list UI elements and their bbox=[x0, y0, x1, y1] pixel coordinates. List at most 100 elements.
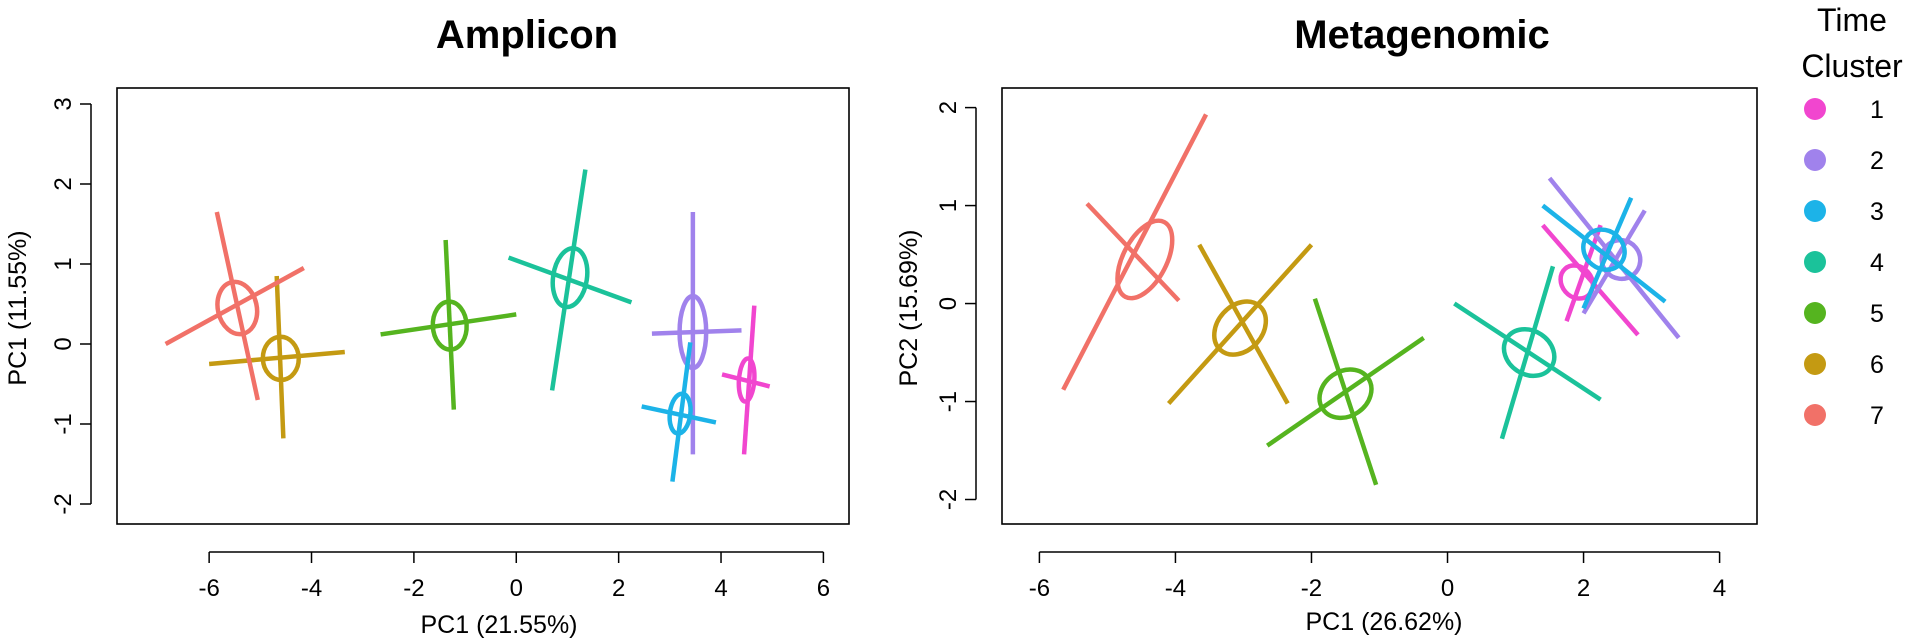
amplicon-y-tick-label: -2 bbox=[50, 493, 77, 514]
amplicon-cluster-3-ellipse bbox=[667, 391, 693, 436]
metagenomic-cluster-6-axis-minor bbox=[1197, 243, 1290, 405]
amplicon-cluster-5 bbox=[380, 239, 517, 410]
metagenomic-panel: Metagenomic -6 -4 -2 0 2 4 -2 -1 0 1 2 PC1 (26.62%… bbox=[895, 13, 1758, 636]
amplicon-cluster-1-axis-minor bbox=[721, 372, 771, 389]
amplicon-cluster-4-axis-minor bbox=[507, 255, 633, 305]
legend: Time Cluster 1 2 3 4 5 6 7 bbox=[1801, 2, 1903, 430]
legend-label: 4 bbox=[1870, 249, 1884, 277]
metagenomic-title: Metagenomic bbox=[1294, 13, 1550, 57]
amplicon-cluster-5-axis-minor bbox=[380, 312, 517, 337]
amplicon-cluster-6 bbox=[208, 275, 345, 439]
legend-item: 5 bbox=[1804, 300, 1884, 328]
metagenomic-y-tick-label: -2 bbox=[935, 489, 962, 510]
metagenomic-y-tick-label: -1 bbox=[935, 391, 962, 412]
metagenomic-cluster-1-axis-minor bbox=[1564, 224, 1603, 322]
metagenomic-x-axis-label: PC1 (26.62%) bbox=[1305, 608, 1462, 636]
amplicon-y-tick-label: 2 bbox=[50, 177, 77, 190]
amplicon-cluster-4 bbox=[507, 169, 633, 391]
metagenomic-cluster-5 bbox=[1265, 297, 1425, 486]
metagenomic-cluster-6 bbox=[1166, 243, 1314, 405]
metagenomic-cluster-7-axis-minor bbox=[1085, 202, 1181, 303]
metagenomic-cluster-4 bbox=[1453, 265, 1602, 440]
metagenomic-x-tick-label: -4 bbox=[1165, 575, 1186, 602]
legend-label: 7 bbox=[1870, 402, 1884, 430]
amplicon-x-axis-label: PC1 (21.55%) bbox=[420, 611, 577, 639]
amplicon-plot-frame bbox=[116, 87, 850, 525]
amplicon-x-tick-label: -2 bbox=[403, 575, 424, 602]
metagenomic-cluster-3 bbox=[1541, 196, 1667, 310]
metagenomic-x-tick-label: -6 bbox=[1029, 575, 1050, 602]
amplicon-cluster-2-ellipse bbox=[677, 293, 709, 371]
metagenomic-y-axis-label: PC2 (15.69%) bbox=[895, 229, 923, 386]
metagenomic-cluster-6-axis-major bbox=[1166, 243, 1314, 405]
amplicon-cluster-3-axis-minor bbox=[641, 404, 717, 425]
legend-label: 1 bbox=[1870, 96, 1884, 124]
legend-swatch bbox=[1804, 404, 1826, 426]
amplicon-cluster-1 bbox=[721, 305, 771, 455]
legend-title-line1: Time bbox=[1817, 2, 1887, 38]
legend-swatch bbox=[1804, 149, 1826, 171]
metagenomic-x-tick-label: -2 bbox=[1301, 575, 1322, 602]
amplicon-cluster-7-axis-minor bbox=[164, 266, 305, 346]
legend-swatch bbox=[1804, 302, 1826, 324]
amplicon-axes: -6 -4 -2 0 2 4 6 -2 -1 0 1 2 3 bbox=[50, 97, 830, 602]
amplicon-panel: Amplicon -6 -4 -2 0 2 4 6 -2 -1 0 1 2 3 PC1 (21.55%)… bbox=[4, 13, 850, 639]
legend-item: 1 bbox=[1804, 96, 1884, 124]
legend-label: 5 bbox=[1870, 300, 1884, 328]
amplicon-cluster-5-ellipse bbox=[430, 299, 469, 352]
metagenomic-cluster-3-axis-minor bbox=[1581, 196, 1634, 310]
metagenomic-cluster-6-ellipse bbox=[1212, 299, 1269, 357]
legend-item: 4 bbox=[1804, 249, 1884, 277]
legend-items: 1 2 3 4 5 6 7 bbox=[1804, 96, 1884, 430]
legend-label: 3 bbox=[1870, 198, 1884, 226]
legend-item: 2 bbox=[1804, 147, 1884, 175]
amplicon-y-axis-label: PC1 (11.55%) bbox=[4, 230, 32, 385]
amplicon-cluster-7 bbox=[164, 211, 305, 401]
metagenomic-x-tick-label: 4 bbox=[1713, 575, 1726, 602]
amplicon-cluster-2 bbox=[651, 212, 742, 455]
legend-swatch bbox=[1804, 251, 1826, 273]
amplicon-y-tick-label: -1 bbox=[50, 413, 77, 434]
metagenomic-x-tick-label: 2 bbox=[1577, 575, 1590, 602]
legend-item: 7 bbox=[1804, 402, 1884, 430]
metagenomic-cluster-5-axis-minor bbox=[1312, 297, 1379, 486]
legend-title-line2: Cluster bbox=[1801, 48, 1903, 84]
amplicon-cluster-3-axis-major bbox=[670, 342, 693, 482]
metagenomic-cluster-7 bbox=[1061, 113, 1209, 391]
metagenomic-plot-frame bbox=[1001, 87, 1758, 525]
amplicon-cluster-2-axis-minor bbox=[651, 328, 742, 336]
metagenomic-y-tick-label: 2 bbox=[935, 101, 962, 114]
metagenomic-cluster-3-ellipse bbox=[1581, 227, 1627, 272]
amplicon-x-tick-label: 0 bbox=[510, 575, 523, 602]
legend-label: 6 bbox=[1870, 351, 1884, 379]
amplicon-title: Amplicon bbox=[436, 13, 618, 57]
metagenomic-axes: -6 -4 -2 0 2 4 -2 -1 0 1 2 bbox=[935, 101, 1726, 602]
metagenomic-y-tick-label: 1 bbox=[935, 199, 962, 212]
legend-swatch bbox=[1804, 98, 1826, 120]
amplicon-x-tick-label: 4 bbox=[714, 575, 727, 602]
metagenomic-cluster-5-ellipse bbox=[1317, 367, 1374, 421]
amplicon-y-tick-label: 0 bbox=[50, 337, 77, 350]
metagenomic-cluster-7-ellipse bbox=[1115, 218, 1175, 301]
legend-swatch bbox=[1804, 200, 1826, 222]
amplicon-cluster-4-ellipse bbox=[550, 245, 590, 310]
legend-item: 3 bbox=[1804, 198, 1884, 226]
metagenomic-x-tick-label: 0 bbox=[1441, 575, 1454, 602]
metagenomic-cluster-3-axis-major bbox=[1541, 203, 1667, 304]
metagenomic-cluster-4-ellipse bbox=[1501, 327, 1557, 379]
metagenomic-y-tick-label: 0 bbox=[935, 297, 962, 310]
amplicon-y-tick-label: 3 bbox=[50, 97, 77, 110]
metagenomic-cluster-4-axis-minor bbox=[1499, 265, 1556, 440]
amplicon-x-tick-label: -4 bbox=[301, 575, 322, 602]
amplicon-marks bbox=[164, 169, 771, 482]
amplicon-cluster-6-axis-minor bbox=[208, 349, 345, 367]
amplicon-x-tick-label: -6 bbox=[198, 575, 219, 602]
amplicon-y-tick-label: 1 bbox=[50, 257, 77, 270]
amplicon-x-tick-label: 6 bbox=[817, 575, 830, 602]
legend-swatch bbox=[1804, 353, 1826, 375]
amplicon-cluster-6-ellipse bbox=[260, 334, 301, 383]
legend-label: 2 bbox=[1870, 147, 1884, 175]
metagenomic-marks bbox=[1061, 113, 1681, 486]
amplicon-cluster-1-ellipse bbox=[736, 356, 757, 404]
